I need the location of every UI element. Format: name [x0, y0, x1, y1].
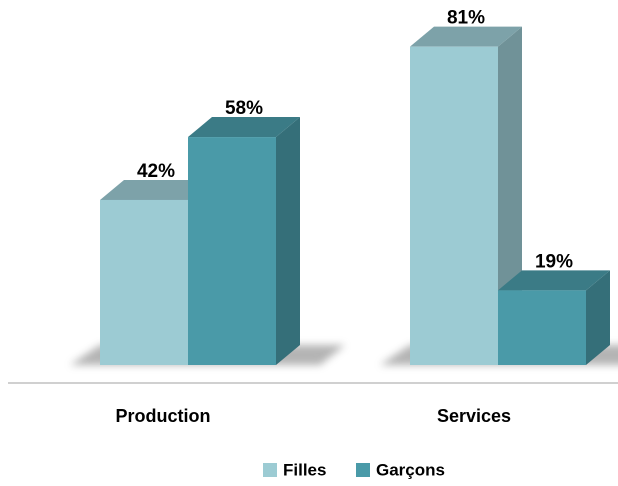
- legend-label: Garçons: [376, 460, 445, 479]
- data-label: 19%: [535, 251, 573, 272]
- bar: [498, 290, 586, 365]
- bar: [100, 199, 188, 365]
- legend-swatch: [263, 463, 277, 477]
- bar-top: [498, 270, 610, 291]
- legend-swatch: [356, 463, 370, 477]
- data-label: 58%: [225, 98, 263, 119]
- data-label: 81%: [447, 8, 485, 29]
- bar-top: [100, 179, 212, 200]
- bar: [410, 46, 498, 366]
- bar: [188, 137, 276, 365]
- bar-top: [410, 26, 522, 47]
- bar-side: [276, 117, 300, 365]
- x-tick-label: Production: [116, 406, 211, 426]
- bar-top: [188, 117, 300, 138]
- x-tick-label: Services: [437, 406, 511, 426]
- bar-side: [586, 270, 610, 365]
- data-label: 42%: [137, 161, 175, 182]
- legend-label: Filles: [283, 460, 326, 479]
